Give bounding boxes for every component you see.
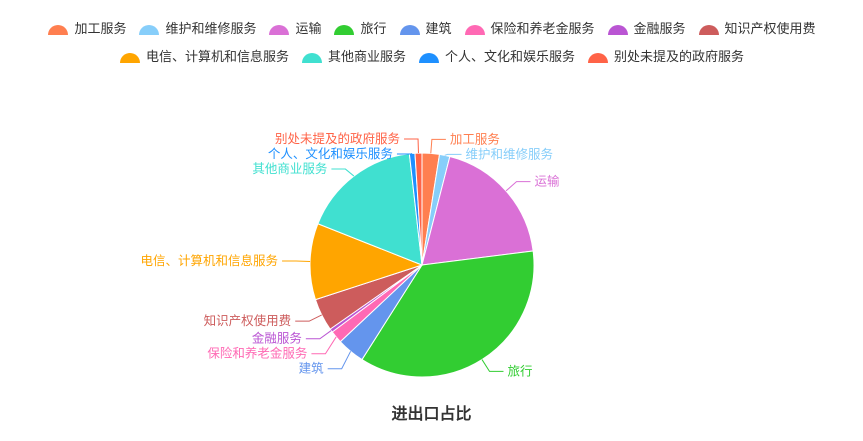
pie-slice[interactable] [361,250,535,378]
legend-item[interactable]: 加工服务 [47,22,126,38]
legend-item[interactable]: 电信、计算机和信息服务 [119,50,289,66]
slice-label: 维护和维修服务 [466,146,554,161]
label-leader-line [327,351,352,370]
legend-swatch [399,24,421,36]
legend-swatch [301,52,323,64]
legend-label: 金融服务 [633,22,686,37]
legend-label: 运输 [295,22,322,37]
slice-label: 加工服务 [450,131,500,146]
legend-label: 维护和维修服务 [165,22,257,37]
legend-label: 建筑 [425,22,452,37]
pie-slice[interactable] [309,223,424,301]
legend-item[interactable]: 别处未提及的政府服务 [587,50,744,66]
slice-label: 保险和养老金服务 [207,346,307,361]
legend-swatch [587,52,609,64]
legend-label: 旅行 [360,22,387,37]
legend-label: 保险和养老金服务 [490,22,595,37]
slice-label: 别处未提及的政府服务 [275,131,400,146]
slice-label: 运输 [535,174,561,189]
slice-label: 建筑 [299,361,325,376]
label-leader-line [404,138,419,154]
label-leader-line [430,138,446,154]
legend-swatch [464,24,486,36]
legend-item[interactable]: 运输 [268,22,321,38]
slice-label: 其他商业服务 [252,161,327,176]
slice-label: 知识产权使用费 [204,313,292,328]
legend-label: 知识产权使用费 [724,22,816,37]
label-leader-line [505,181,531,192]
label-leader-line [444,153,462,156]
legend-item[interactable]: 建筑 [399,22,452,38]
legend-swatch [418,52,440,64]
chart-legend: 加工服务 维护和维修服务 运输 旅行 建筑 保险和养老金服务 金融服务 知识产权使用费电信、计… [0,22,863,66]
legend-label: 电信、计算机和信息服务 [145,50,289,65]
legend-label: 加工服务 [74,22,127,37]
pie-slice[interactable] [421,155,534,266]
slice-label: 旅行 [508,363,533,378]
label-leader-line [295,314,322,322]
slice-label: 电信、计算机和信息服务 [141,253,279,268]
legend-swatch [119,52,141,64]
legend-swatch [698,24,720,36]
legend-swatch [607,24,629,36]
label-leader-line [331,168,355,177]
legend-swatch [138,24,160,36]
legend-label: 别处未提及的政府服务 [614,50,745,65]
label-leader-line [311,336,337,355]
slice-label: 个人、文化和娱乐服务 [268,146,393,161]
pie-slice[interactable] [317,153,423,266]
legend-item[interactable]: 旅行 [333,22,387,38]
legend-swatch [47,24,69,36]
label-leader-line [481,359,504,372]
legend-item[interactable]: 金融服务 [607,22,686,38]
legend-label: 个人、文化和娱乐服务 [445,50,576,65]
legend-item[interactable]: 维护和维修服务 [138,22,256,38]
slice-label: 金融服务 [252,331,302,346]
legend-swatch [333,24,355,36]
label-leader-line [305,330,332,340]
legend-item[interactable]: 知识产权使用费 [698,22,816,38]
legend-item[interactable]: 其他商业服务 [301,50,406,66]
legend-swatch [268,24,290,36]
chart-title: 进出口占比 [391,404,472,423]
legend-item[interactable]: 保险和养老金服务 [464,22,595,38]
legend-item[interactable]: 个人、文化和娱乐服务 [418,50,575,66]
legend-label: 其他商业服务 [327,50,406,65]
label-leader-line [396,152,413,155]
